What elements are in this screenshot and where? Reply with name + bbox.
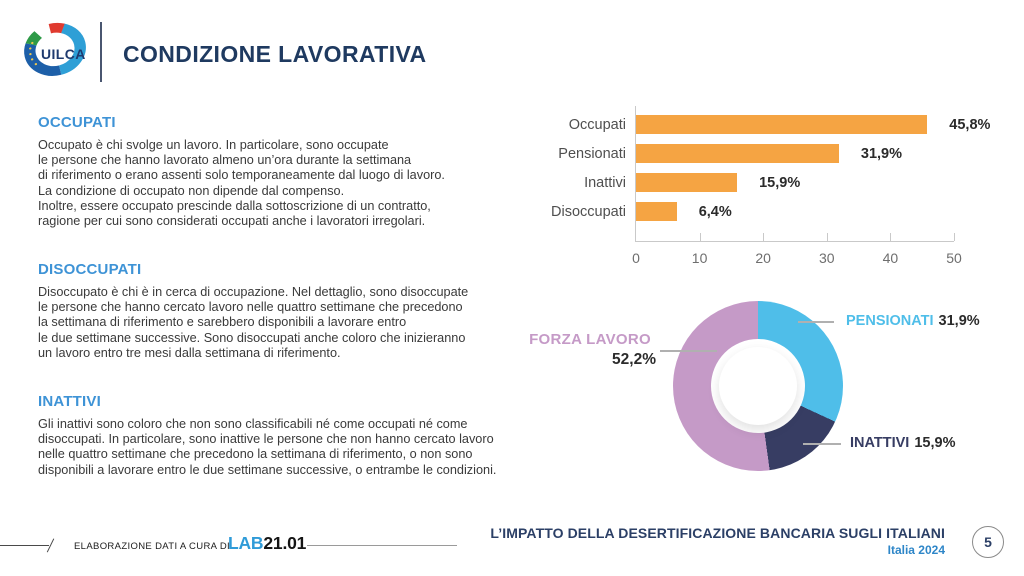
donut-legend-forza-lavoro: FORZA LAVORO 52,2% bbox=[490, 331, 656, 369]
section-heading: OCCUPATI bbox=[38, 114, 116, 131]
section-body: Gli inattivi sono coloro che non sono cl… bbox=[38, 417, 497, 477]
uilca-logo-icon: UILCA bbox=[24, 22, 86, 76]
header-divider bbox=[100, 22, 102, 82]
footer-line-left bbox=[0, 545, 49, 547]
x-axis-tick bbox=[763, 233, 765, 241]
x-axis-tick-label: 0 bbox=[632, 250, 640, 266]
section-inattivi: INATTIVI Gli inattivi sono coloro che no… bbox=[38, 393, 533, 478]
section-body: Occupato è chi svolge un lavoro. In part… bbox=[38, 138, 445, 229]
bar-value-label: 15,9% bbox=[759, 174, 801, 191]
logo-text: UILCA bbox=[41, 46, 86, 62]
page-title: CONDIZIONE LAVORATIVA bbox=[123, 41, 427, 67]
footer-credit-text: ELABORAZIONE DATI A CURA DI bbox=[74, 541, 231, 552]
bar-row: Pensionati 31,9% bbox=[558, 144, 903, 163]
leader-line-forza-lavoro bbox=[660, 350, 717, 352]
bar-row: Inattivi 15,9% bbox=[584, 173, 801, 192]
uilca-logo: UILCA bbox=[14, 10, 96, 93]
donut-chart bbox=[673, 301, 843, 471]
x-axis-tick bbox=[890, 233, 892, 241]
x-axis-tick bbox=[954, 233, 955, 241]
bar-category-label: Inattivi bbox=[584, 174, 626, 191]
donut-legend-value: 31,9% bbox=[938, 313, 980, 329]
bar-value-label: 31,9% bbox=[860, 145, 903, 162]
page-number-badge: 5 bbox=[972, 526, 1004, 558]
x-axis-tick bbox=[826, 233, 828, 241]
leader-line-inattivi bbox=[803, 443, 841, 445]
bar-chart-plot: Occupati 45,8% Pensionati 31,9% Inattivi 15,9… bbox=[551, 106, 990, 266]
section-occupati: OCCUPATI Occupato è chi svolge un lavoro… bbox=[38, 114, 533, 229]
bar-category-label: Pensionati bbox=[558, 145, 626, 162]
bar bbox=[636, 115, 928, 134]
donut-legend-label: FORZA LAVORO bbox=[529, 331, 651, 348]
donut-legend-inattivi: INATTIVI 15,9% bbox=[850, 435, 955, 451]
x-axis-tick-label: 30 bbox=[819, 250, 835, 266]
section-heading: DISOCCUPATI bbox=[38, 261, 142, 278]
footer-report: L’IMPATTO DELLA DESERTIFICAZIONE BANCARI… bbox=[490, 525, 945, 557]
donut-legend-label: PENSIONATI bbox=[846, 313, 934, 329]
x-axis-tick bbox=[699, 233, 701, 241]
lab2101-logo-dark: 21.01 bbox=[263, 533, 307, 553]
leader-line-pensionati bbox=[798, 321, 834, 323]
donut-legend-value: 52,2% bbox=[612, 351, 656, 368]
x-axis-tick-label: 50 bbox=[946, 250, 962, 266]
bar-category-label: Disoccupati bbox=[551, 203, 626, 220]
x-axis-tick-label: 40 bbox=[882, 250, 899, 266]
donut-hole bbox=[711, 339, 805, 433]
section-heading: INATTIVI bbox=[38, 393, 101, 410]
bar-value-label: 6,4% bbox=[698, 203, 732, 220]
footer-line-middle bbox=[307, 545, 457, 547]
bar bbox=[636, 144, 839, 163]
bar-row: Disoccupati 6,4% bbox=[551, 202, 732, 221]
x-axis-tick-label: 10 bbox=[691, 250, 708, 266]
section-disoccupati: DISOCCUPATI Disoccupato è chi è in cerca… bbox=[38, 261, 533, 361]
report-subtitle: Italia 2024 bbox=[887, 543, 945, 557]
section-body: Disoccupato è chi è in cerca di occupazi… bbox=[38, 285, 469, 360]
donut-legend-pensionati: PENSIONATI 31,9% bbox=[846, 313, 980, 329]
x-axis-tick-label: 20 bbox=[755, 250, 771, 266]
bar bbox=[636, 202, 677, 221]
bar-value-label: 45,8% bbox=[949, 116, 991, 133]
lab2101-logo-blue: LAB bbox=[228, 533, 264, 553]
donut-legend-value: 15,9% bbox=[914, 435, 956, 451]
lab2101-logo: LAB21.01 bbox=[228, 533, 306, 554]
donut-legend-label: INATTIVI bbox=[850, 435, 910, 451]
bar-row: Occupati 45,8% bbox=[569, 115, 991, 134]
bar bbox=[636, 173, 738, 192]
report-title: L’IMPATTO DELLA DESERTIFICAZIONE BANCARI… bbox=[490, 525, 945, 541]
bar-category-label: Occupati bbox=[568, 116, 626, 133]
